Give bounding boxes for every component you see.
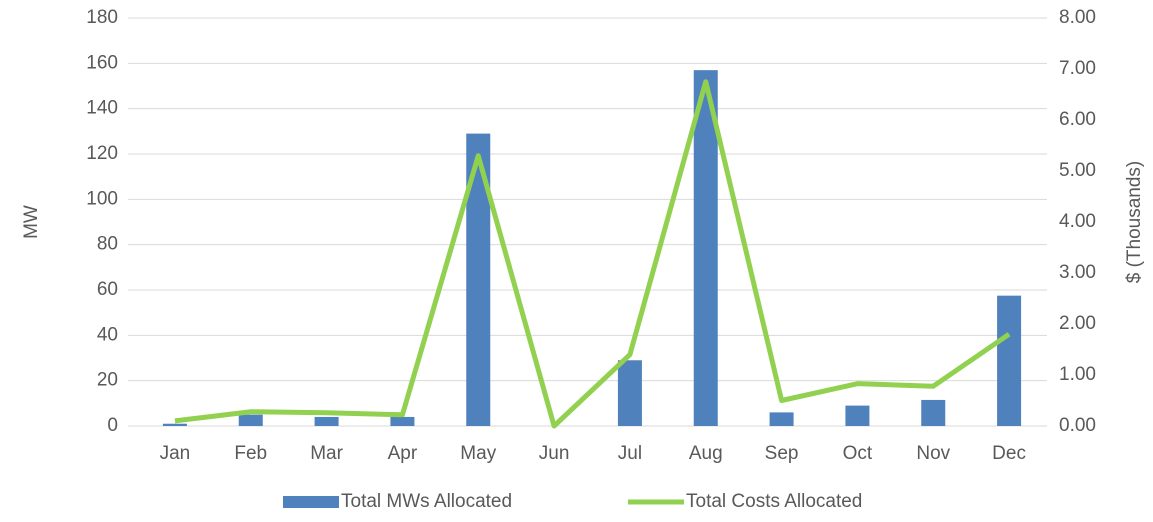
y2-tick-label: 4.00 — [1059, 211, 1096, 232]
x-tick-label: Oct — [843, 443, 873, 464]
y-tick-label: 40 — [97, 324, 118, 345]
y-tick-label: 20 — [97, 370, 118, 391]
y-tick-label: 180 — [86, 7, 118, 28]
x-tick-label: Feb — [234, 443, 267, 464]
legend-swatch — [283, 496, 339, 508]
x-tick-label: May — [460, 443, 496, 464]
bar — [390, 416, 415, 426]
y2-tick-label: 3.00 — [1059, 262, 1096, 283]
line — [174, 79, 1011, 429]
y-tick-label: 160 — [86, 52, 118, 73]
x-tick-label: Jul — [618, 443, 642, 464]
y2-tick-label: 7.00 — [1059, 58, 1096, 79]
y-tick-label: 140 — [86, 98, 118, 119]
x-tick-label: Dec — [992, 443, 1026, 464]
x-tick-label: Aug — [689, 443, 723, 464]
bar — [769, 412, 794, 426]
y2-tick-label: 6.00 — [1059, 109, 1096, 130]
x-tick-label: Nov — [916, 443, 950, 464]
x-tick-label: Jan — [160, 443, 191, 464]
y-axis-title: MW — [21, 205, 42, 239]
bar — [238, 414, 263, 426]
y2-tick-label: 5.00 — [1059, 160, 1096, 181]
bar — [997, 295, 1022, 426]
bar — [314, 416, 339, 426]
x-tick-label: Sep — [765, 443, 799, 464]
x-tick-label: Mar — [310, 443, 343, 464]
bar — [693, 70, 718, 426]
y-tick-label: 0 — [107, 415, 118, 436]
y-tick-label: 120 — [86, 143, 118, 164]
bar — [921, 399, 946, 426]
bar — [617, 360, 642, 426]
y2-tick-label: 8.00 — [1059, 7, 1096, 28]
legend-label: Total MWs Allocated — [341, 491, 512, 512]
x-tick-label: Apr — [388, 443, 418, 464]
x-tick-label: Jun — [539, 443, 570, 464]
y2-axis-title: $ (Thousands) — [1124, 161, 1145, 284]
legend-label: Total Costs Allocated — [686, 491, 862, 512]
y2-tick-label: 2.00 — [1059, 313, 1096, 334]
y-tick-label: 80 — [97, 234, 118, 255]
y2-tick-label: 0.00 — [1059, 415, 1096, 436]
y-tick-label: 60 — [97, 279, 118, 300]
bar — [845, 405, 870, 426]
y-tick-label: 100 — [86, 188, 118, 209]
y2-tick-label: 1.00 — [1059, 364, 1096, 385]
bar — [162, 423, 187, 426]
